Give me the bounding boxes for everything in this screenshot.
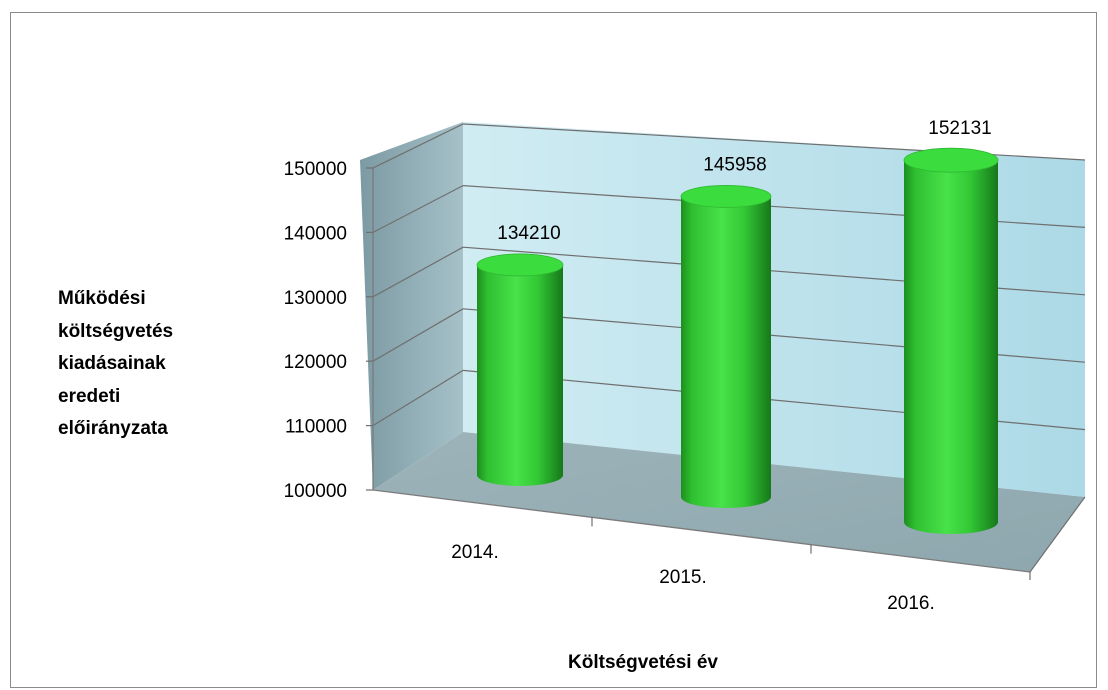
data-label: 134210	[497, 223, 560, 244]
y-axis-title: Működési költségvetés kiadásainak eredet…	[58, 288, 174, 439]
x-tick-label: 2015.	[659, 567, 707, 588]
gridline-side	[372, 246, 464, 298]
bar-body	[681, 196, 771, 508]
gridline-side	[372, 185, 464, 233]
bars	[476, 147, 999, 534]
bar-top	[476, 253, 564, 277]
y-tick-label: 150000	[284, 159, 347, 180]
gridline-side	[372, 369, 464, 427]
bar-2015	[680, 185, 772, 508]
x-tick-label: 2014.	[451, 542, 499, 563]
floor-edge	[1029, 496, 1086, 573]
y-tick-label: 120000	[284, 352, 347, 373]
x-axis-title: Költségvetési év	[568, 652, 718, 673]
y-tick-label: 110000	[285, 417, 347, 438]
bar-body	[904, 160, 998, 534]
y-axis-ticks: 100000 110000 120000 130000 140000 150000	[284, 159, 373, 502]
bar-2016	[903, 147, 999, 534]
data-labels: 134210 145958 152131	[497, 118, 991, 244]
bar-top	[903, 147, 999, 173]
y-tick-label: 130000	[284, 288, 347, 309]
x-axis-line	[372, 489, 1031, 573]
data-label: 145958	[703, 154, 766, 175]
bar-top	[680, 185, 772, 208]
y-tick-label: 100000	[284, 481, 347, 502]
y-tick-label: 140000	[284, 223, 347, 244]
bar-2014	[476, 253, 564, 486]
data-label: 152131	[928, 118, 991, 139]
chart-side-wall	[360, 122, 463, 490]
gridline-side	[372, 123, 464, 169]
x-axis-ticks: 2014. 2015. 2016.	[451, 496, 1086, 614]
gridline-side	[372, 308, 464, 362]
x-tick-label: 2016.	[887, 593, 935, 614]
bar-body	[477, 264, 563, 486]
